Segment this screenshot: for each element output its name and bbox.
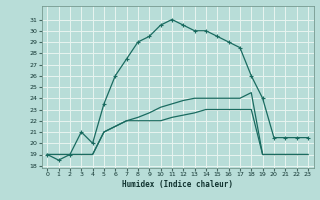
X-axis label: Humidex (Indice chaleur): Humidex (Indice chaleur) [122, 180, 233, 189]
